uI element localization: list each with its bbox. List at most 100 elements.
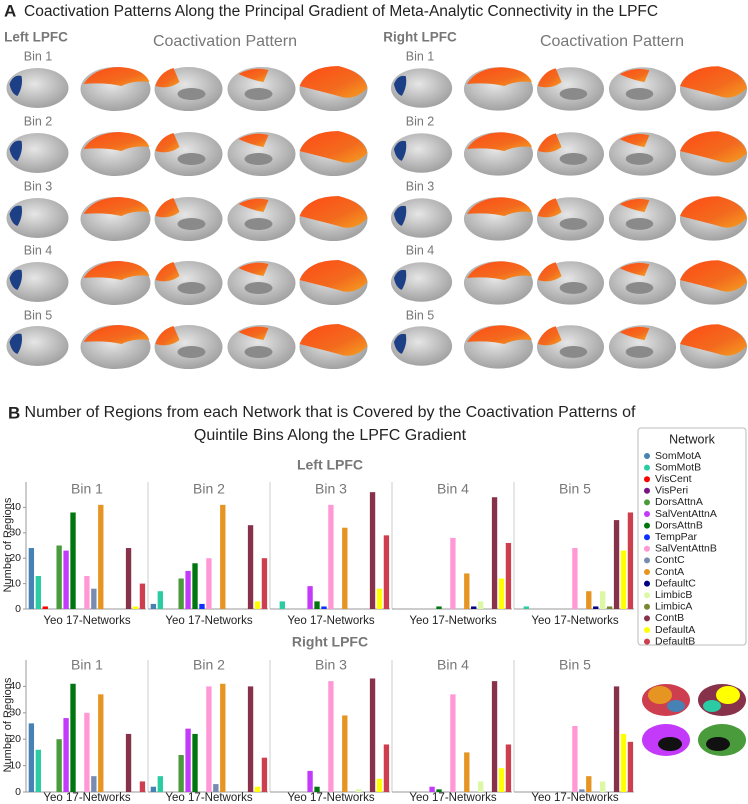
bar [139, 781, 146, 792]
legend-marker [644, 476, 650, 483]
bar [91, 776, 97, 792]
bin-label: Bin 5 [406, 308, 435, 322]
bar [627, 512, 634, 609]
bar [98, 504, 104, 609]
x-axis-label: Yeo 17-Networks [43, 792, 130, 804]
legend-marker [644, 487, 650, 494]
bar [261, 757, 268, 792]
bar [70, 683, 76, 792]
bar [606, 606, 613, 609]
bar [98, 694, 104, 792]
x-axis-label: Yeo 17-Networks [43, 615, 130, 627]
bar [307, 770, 313, 792]
bar [157, 591, 163, 609]
thumbnail-region [706, 737, 730, 751]
bar [491, 681, 498, 792]
bar [254, 786, 261, 792]
bar [586, 776, 592, 792]
legend-marker [644, 453, 650, 459]
bar [199, 603, 205, 609]
brain-row [6, 196, 368, 241]
bar [220, 504, 226, 609]
thumbnail-region [667, 700, 685, 712]
thumbnail-region [703, 700, 721, 712]
legend-marker [644, 615, 650, 622]
bar [63, 550, 69, 609]
legend-title: Network [669, 432, 716, 446]
bin-label: Bin 5 [24, 308, 53, 322]
legend-marker [644, 592, 650, 599]
side-title: Left LPFC [4, 30, 68, 45]
bar [523, 606, 529, 609]
bin-title: Bin 3 [315, 481, 347, 497]
network-thumbnail [642, 684, 746, 756]
bar [28, 548, 35, 609]
legend-label: TempPar [655, 531, 698, 543]
legend-marker [644, 511, 650, 517]
y-tick-label: 10 [9, 759, 21, 771]
bar [192, 733, 198, 792]
y-tick-label: 10 [9, 577, 21, 589]
legend-marker [644, 464, 650, 471]
bin-title: Bin 5 [559, 657, 591, 673]
bar [627, 741, 634, 792]
panel-label: A [4, 1, 16, 20]
bin-label: Bin 4 [406, 243, 435, 257]
legend-label: VisCent [655, 473, 692, 485]
legend-label: DefaultA [655, 624, 695, 636]
bar [84, 712, 90, 792]
bar [328, 504, 334, 609]
bin-label: Bin 1 [24, 49, 53, 63]
legend-label: SomMotA [655, 450, 701, 462]
bar [383, 535, 390, 609]
bin-title: Bin 4 [437, 481, 469, 497]
y-tick-label: 30 [9, 527, 21, 539]
bar [56, 545, 62, 609]
bin-title: Bin 2 [193, 657, 225, 673]
bin-title: Bin 1 [71, 481, 103, 497]
bar [157, 776, 163, 792]
bar [63, 718, 69, 792]
legend-label: DorsAttnA [655, 496, 703, 508]
bar [376, 588, 383, 609]
bar [28, 723, 35, 792]
x-axis-label: Yeo 17-Networks [287, 792, 374, 804]
bar [471, 606, 477, 609]
legend-label: DefaultB [655, 635, 695, 647]
x-axis-label: Yeo 17-Networks [531, 792, 618, 804]
x-axis-label: Yeo 17-Networks [165, 792, 252, 804]
bar [314, 786, 320, 792]
legend-marker [644, 638, 650, 645]
panel-title: Number of Regions from each Network that… [25, 404, 637, 421]
bar [376, 778, 383, 792]
bar [383, 744, 390, 792]
bar [321, 606, 327, 609]
legend-label: DorsAttnB [655, 519, 703, 531]
bar [450, 537, 456, 609]
legend-label: DefaultC [655, 577, 696, 589]
y-axis-label: Number of Regions [2, 677, 14, 772]
bar [505, 542, 512, 609]
legend-marker [644, 627, 650, 633]
bar [498, 768, 505, 792]
legend-label: SomMotB [655, 461, 701, 473]
bar [505, 744, 512, 792]
bar [342, 715, 348, 792]
bar [369, 492, 376, 609]
bar [35, 575, 41, 609]
bar [247, 686, 254, 792]
legend-box [637, 427, 747, 646]
y-tick-label: 20 [9, 552, 21, 564]
legend-marker [644, 534, 650, 541]
brain-row [390, 324, 748, 369]
bar [150, 603, 157, 609]
panel-title: Coactivation Patterns Along the Principa… [24, 3, 658, 20]
y-tick-label: 30 [9, 707, 21, 719]
bar [599, 591, 606, 609]
bar [220, 683, 226, 792]
side-title: Right LPFC [383, 30, 457, 45]
bin-label: Bin 3 [406, 179, 435, 193]
bar [139, 583, 146, 609]
brain-row [390, 196, 748, 241]
bar [125, 733, 132, 792]
